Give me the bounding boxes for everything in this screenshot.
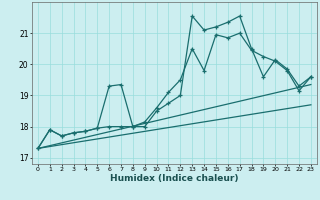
X-axis label: Humidex (Indice chaleur): Humidex (Indice chaleur) [110,174,239,183]
